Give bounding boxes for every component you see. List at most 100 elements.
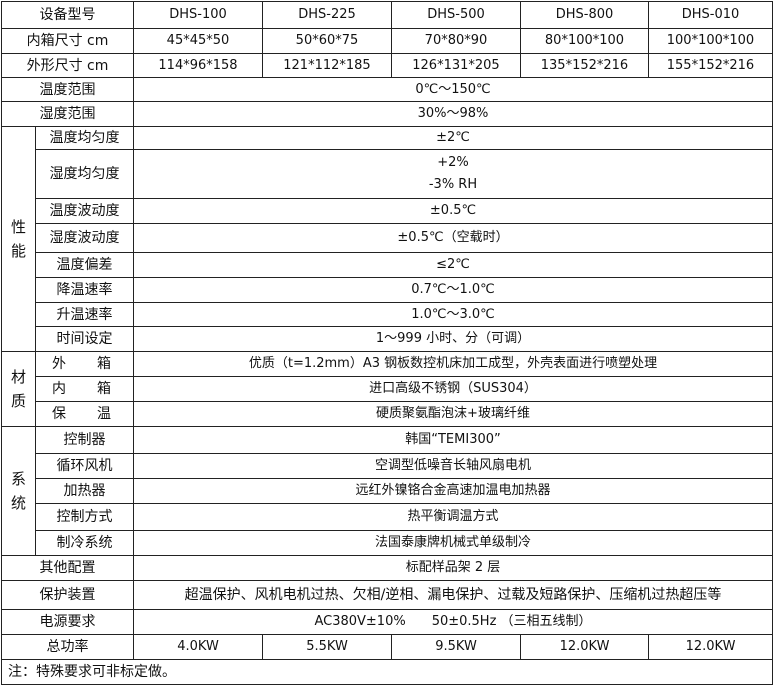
perf-value-line: -3% RH: [428, 177, 478, 192]
system-value: 韩国“TEMI300”: [133, 426, 773, 454]
material-label: 保温: [35, 401, 134, 427]
system-value: 远红外镍铬合金高速加温电加热器: [133, 478, 773, 504]
inner-size-cell: 50*60*75: [262, 28, 392, 54]
material-row: 材质 外箱 优质（t=1.2mm）A3 钢板数控机床加工成型，外壳表面进行喷塑处…: [1, 351, 773, 427]
system-value: 热平衡调温方式: [133, 503, 773, 531]
perf-label: 降温速率: [35, 277, 134, 303]
system-group-label: 系统: [1, 426, 36, 556]
perf-value: ±0.5℃（空载时）: [133, 223, 773, 253]
material-value: 进口高级不锈钢（SUS304）: [133, 376, 773, 402]
outer-size-label: 外形尺寸 cm: [1, 53, 134, 78]
perf-value: 0.7℃～1.0℃: [133, 277, 773, 303]
perf-value-line: +2%: [437, 155, 469, 170]
perf-row: 温度偏差 ≤2℃: [2, 252, 773, 278]
material-value: 硬质聚氨酯泡沫+玻璃纤维: [133, 401, 773, 427]
protection-label: 保护装置: [1, 580, 134, 610]
inner-size-cell: 70*80*90: [391, 28, 521, 54]
system-row: 制冷系统 法国泰康牌机械式单级制冷: [2, 530, 773, 556]
system-value: 空调型低噪音长轴风扇电机: [133, 453, 773, 479]
system-row: 系统 控制器 韩国“TEMI300”: [1, 426, 773, 556]
perf-row: 湿度波动度 ±0.5℃（空载时）: [2, 223, 773, 253]
humidity-range-label: 湿度范围: [1, 101, 134, 127]
system-value: 法国泰康牌机械式单级制冷: [133, 530, 773, 556]
material-label-a: 内: [52, 381, 66, 397]
temp-range-label: 温度范围: [1, 77, 134, 102]
note-row: 注：特殊要求可非标定做。: [1, 659, 773, 685]
system-row: 加热器 远红外镍铬合金高速加温电加热器: [2, 478, 773, 504]
total-power-cell: 12.0KW: [520, 634, 649, 660]
material-label-a: 外: [52, 356, 66, 372]
system-label: 制冷系统: [35, 530, 134, 556]
total-power-cell: 9.5KW: [391, 634, 521, 660]
inner-size-cell: 80*100*100: [520, 28, 649, 54]
perf-row: 降温速率 0.7℃～1.0℃: [2, 277, 773, 303]
model-cell: DHS-500: [391, 1, 521, 29]
material-label-a: 保: [52, 406, 66, 422]
model-cell: DHS-225: [262, 1, 392, 29]
system-label: 循环风机: [35, 453, 134, 479]
perf-value: 1.0℃～3.0℃: [133, 302, 773, 327]
perf-label: 湿度波动度: [35, 223, 134, 253]
total-power-label: 总功率: [1, 634, 134, 660]
perf-label: 温度波动度: [35, 198, 134, 224]
protection-value: 超温保护、风机电机过热、欠相/逆相、漏电保护、过载及短路保护、压缩机过热超压等: [133, 580, 773, 610]
power-supply-value: AC380V±10% 50±0.5Hz （三相五线制）: [133, 609, 773, 635]
material-row: 保温 硬质聚氨酯泡沫+玻璃纤维: [2, 401, 773, 427]
material-label-b: 箱: [97, 356, 111, 372]
perf-row: 温度波动度 ±0.5℃: [2, 198, 773, 224]
perf-label: 温度均匀度: [35, 126, 134, 150]
perf-label: 湿度均匀度: [35, 149, 134, 199]
perf-value: 1～999 小时、分（可调）: [133, 326, 773, 352]
perf-label: 时间设定: [35, 326, 134, 352]
outer-size-cell: 121*112*185: [262, 53, 392, 78]
other-config-value: 标配样品架 2 层: [133, 555, 773, 581]
total-power-cell: 4.0KW: [133, 634, 263, 660]
outer-size-cell: 126*131*205: [391, 53, 521, 78]
temp-range-value: 0℃～150℃: [133, 77, 773, 102]
other-config-label: 其他配置: [1, 555, 134, 581]
system-row: 循环风机 空调型低噪音长轴风扇电机: [2, 453, 773, 479]
perf-value: ±2℃: [133, 126, 773, 150]
system-row: 控制方式 热平衡调温方式: [2, 503, 773, 531]
other-config-row: 其他配置 标配样品架 2 层: [1, 555, 773, 581]
material-label: 外箱: [35, 351, 134, 377]
model-cell: DHS-800: [520, 1, 649, 29]
perf-row: 湿度均匀度 +2% -3% RH: [2, 149, 773, 199]
perf-row: 时间设定 1～999 小时、分（可调）: [2, 326, 773, 352]
outer-size-cell: 155*152*216: [648, 53, 773, 78]
perf-label: 升温速率: [35, 302, 134, 327]
perf-row: 升温速率 1.0℃～3.0℃: [2, 302, 773, 327]
total-power-row: 总功率 4.0KW 5.5KW 9.5KW 12.0KW 12.0KW: [1, 634, 773, 660]
outer-size-cell: 135*152*216: [520, 53, 649, 78]
outer-size-row: 外形尺寸 cm 114*96*158 121*112*185 126*131*2…: [1, 53, 773, 78]
inner-size-cell: 45*45*50: [133, 28, 263, 54]
system-label: 控制器: [35, 426, 134, 454]
inner-size-row: 内箱尺寸 cm 45*45*50 50*60*75 70*80*90 80*10…: [1, 28, 773, 54]
protection-row: 保护装置 超温保护、风机电机过热、欠相/逆相、漏电保护、过载及短路保护、压缩机过…: [1, 580, 773, 610]
inner-size-label: 内箱尺寸 cm: [1, 28, 134, 54]
material-label: 内箱: [35, 376, 134, 402]
perf-row: 性能 温度均匀度 ±2℃: [1, 126, 773, 352]
material-label-b: 箱: [97, 381, 111, 397]
power-supply-label: 电源要求: [1, 609, 134, 635]
perf-value: ≤2℃: [133, 252, 773, 278]
system-label: 控制方式: [35, 503, 134, 531]
inner-size-cell: 100*100*100: [648, 28, 773, 54]
material-group-label: 材质: [1, 351, 36, 427]
temp-range-row: 温度范围 0℃～150℃: [1, 77, 773, 102]
perf-label: 温度偏差: [35, 252, 134, 278]
perf-value: +2% -3% RH: [133, 149, 773, 199]
humidity-range-value: 30%～98%: [133, 101, 773, 127]
perf-value: ±0.5℃: [133, 198, 773, 224]
model-cell: DHS-010: [648, 1, 773, 29]
note: 注：特殊要求可非标定做。: [1, 659, 773, 685]
material-row: 内箱 进口高级不锈钢（SUS304）: [2, 376, 773, 402]
model-label: 设备型号: [1, 1, 134, 29]
total-power-cell: 5.5KW: [262, 634, 392, 660]
model-row: 设备型号 DHS-100 DHS-225 DHS-500 DHS-800 DHS…: [1, 1, 773, 29]
material-value: 优质（t=1.2mm）A3 钢板数控机床加工成型，外壳表面进行喷塑处理: [133, 351, 773, 377]
humidity-range-row: 湿度范围 30%～98%: [1, 101, 773, 127]
model-cell: DHS-100: [133, 1, 263, 29]
performance-group-label: 性能: [1, 126, 36, 352]
